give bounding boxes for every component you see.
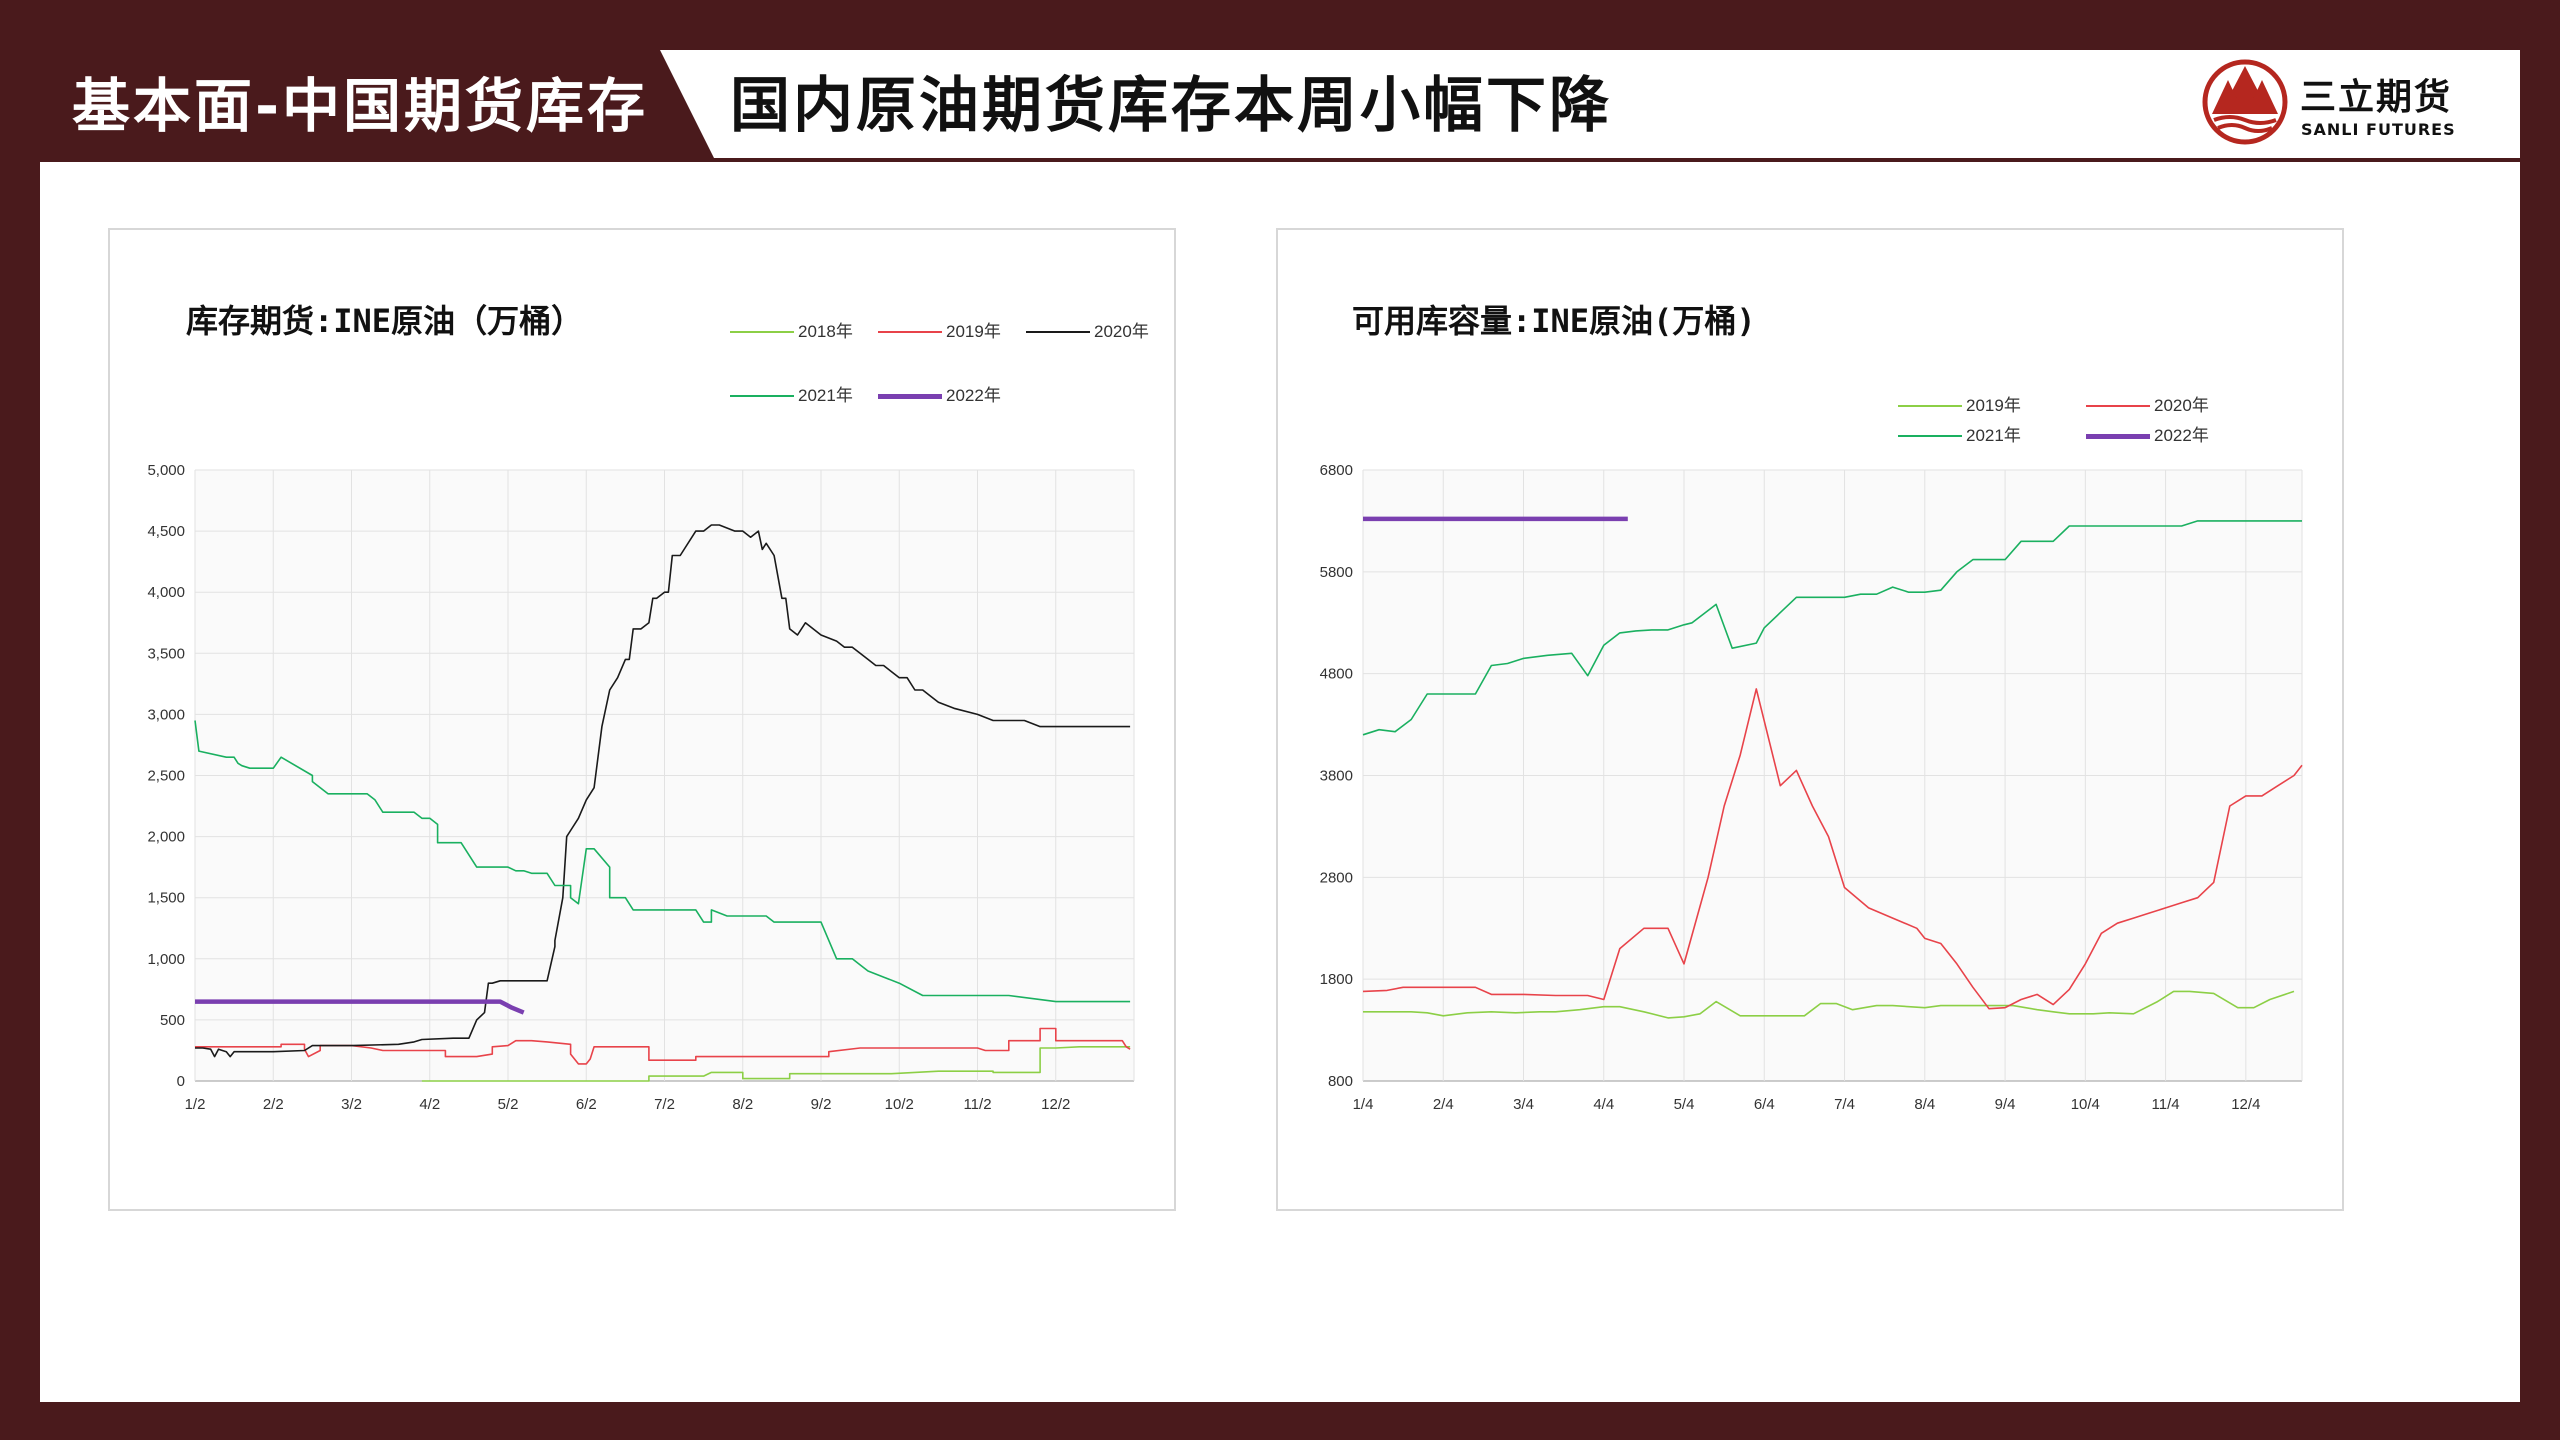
y-tick-label: 2,500: [147, 768, 185, 785]
y-tick-label: 0: [177, 1073, 185, 1090]
x-tick-label: 8/4: [1914, 1096, 1935, 1113]
series-line-2022年: [195, 999, 525, 1015]
company-logo: 三立期货 SANLI FUTURES: [2200, 56, 2510, 152]
legend-swatch: [2086, 434, 2150, 439]
legend-label: 2019年: [1966, 396, 2021, 415]
legend-swatch: [730, 395, 794, 397]
y-tick-label: 1800: [1320, 971, 1353, 988]
x-tick-label: 11/4: [2152, 1096, 2180, 1113]
y-tick-label: 2,000: [147, 829, 185, 846]
y-tick-label: 5800: [1320, 564, 1353, 581]
series-line-2019年: [195, 1027, 1131, 1065]
series-line-2020年: [195, 524, 1131, 1058]
series-line-2020年: [1362, 688, 2303, 1010]
x-tick-label: 3/2: [341, 1096, 362, 1113]
y-tick-label: 1,000: [147, 951, 185, 968]
y-tick-label: 4,000: [147, 584, 185, 601]
legend-swatch: [1026, 331, 1090, 333]
section-title: 基本面-中国期货库存: [71, 72, 649, 140]
series-line-2018年: [421, 1045, 1131, 1082]
x-tick-label: 9/4: [1995, 1096, 2016, 1113]
y-tick-label: 2800: [1320, 869, 1353, 886]
section-tab-shape: [40, 50, 716, 162]
legend-swatch: [2086, 405, 2150, 407]
y-tick-label: 3,500: [147, 645, 185, 662]
legend-label: 2018年: [798, 322, 853, 341]
capacity-line-chart: 800 1800 2800 3800 4800 5800 6800 1/4 2/4 3/4 4/4 5…: [1320, 462, 2303, 1113]
legend-swatch: [1898, 435, 1962, 437]
legend-swatch: [878, 394, 942, 399]
x-tick-label: 10/2: [885, 1096, 914, 1113]
capacity-chart-panel: 可用库容量:INE原油(万桶) 2019年 2020年 2021年 2022年 800…: [1276, 228, 2344, 1211]
section-tab: 基本面-中国期货库存: [40, 50, 720, 162]
x-tick-label: 12/2: [1041, 1096, 1070, 1113]
legend-label: 2019年: [946, 322, 1001, 341]
x-tick-label: 11/2: [963, 1096, 991, 1113]
y-tick-label: 500: [160, 1012, 185, 1029]
y-tick-label: 4,500: [147, 523, 185, 540]
x-tick-label: 4/2: [419, 1096, 440, 1113]
chart-title: 库存期货:INE原油（万桶）: [186, 302, 584, 340]
inventory-line-chart: 0 500 1,000 1,500 2,000 2,500 3,000 3,500 4,000 4…: [147, 462, 1135, 1113]
x-tick-label: 7/4: [1834, 1096, 1855, 1113]
mountain-logo-icon: [2202, 59, 2288, 145]
legend-swatch: [730, 331, 794, 333]
x-tick-label: 5/2: [498, 1096, 519, 1113]
x-tick-label: 5/4: [1674, 1096, 1695, 1113]
x-tick-label: 6/2: [576, 1096, 597, 1113]
series-line-2019年: [1363, 990, 2295, 1019]
legend-swatch: [1898, 405, 1962, 407]
x-tick-label: 2/4: [1433, 1096, 1454, 1113]
legend-label: 2022年: [2154, 426, 2209, 445]
x-tick-label: 6/4: [1754, 1096, 1775, 1113]
logo-name-en: SANLI FUTURES: [2301, 120, 2456, 139]
y-tick-label: 800: [1328, 1073, 1353, 1090]
y-tick-label: 3,000: [147, 706, 185, 723]
legend-label: 2020年: [1094, 322, 1149, 341]
chart-title: 可用库容量:INE原油(万桶): [1352, 302, 1756, 340]
x-tick-label: 1/2: [185, 1096, 206, 1113]
y-tick-label: 1,500: [147, 890, 185, 907]
y-tick-label: 4800: [1320, 666, 1353, 683]
y-tick-label: 3800: [1320, 768, 1353, 785]
inventory-chart-panel: 库存期货:INE原油（万桶） 2018年 2019年 2020年 2021年 2022年…: [108, 228, 1176, 1211]
legend-label: 2021年: [1966, 426, 2021, 445]
slide-header: 基本面-中国期货库存 国内原油期货库存本周小幅下降 三立期货 SANLI FUT…: [40, 50, 2520, 162]
x-tick-label: 10/4: [2071, 1096, 2100, 1113]
header-divider: [710, 158, 2520, 162]
series-line-2021年: [194, 720, 1131, 1003]
logo-name: 三立期货: [2300, 77, 2453, 118]
x-tick-label: 7/2: [654, 1096, 675, 1113]
legend-swatch: [878, 331, 942, 333]
x-tick-label: 4/4: [1593, 1096, 1614, 1113]
y-tick-label: 5,000: [147, 462, 185, 479]
x-tick-label: 9/2: [811, 1096, 832, 1113]
legend-label: 2022年: [946, 386, 1001, 405]
y-tick-label: 6800: [1320, 462, 1353, 479]
x-tick-label: 2/2: [263, 1096, 284, 1113]
page-title: 国内原油期货库存本周小幅下降: [730, 71, 1612, 141]
x-tick-label: 8/2: [732, 1096, 753, 1113]
x-tick-label: 3/4: [1513, 1096, 1534, 1113]
x-tick-label: 1/4: [1353, 1096, 1374, 1113]
legend-label: 2021年: [798, 386, 853, 405]
legend-label: 2020年: [2154, 396, 2209, 415]
x-tick-label: 12/4: [2231, 1096, 2260, 1113]
series-line-2021年: [1362, 520, 2302, 736]
